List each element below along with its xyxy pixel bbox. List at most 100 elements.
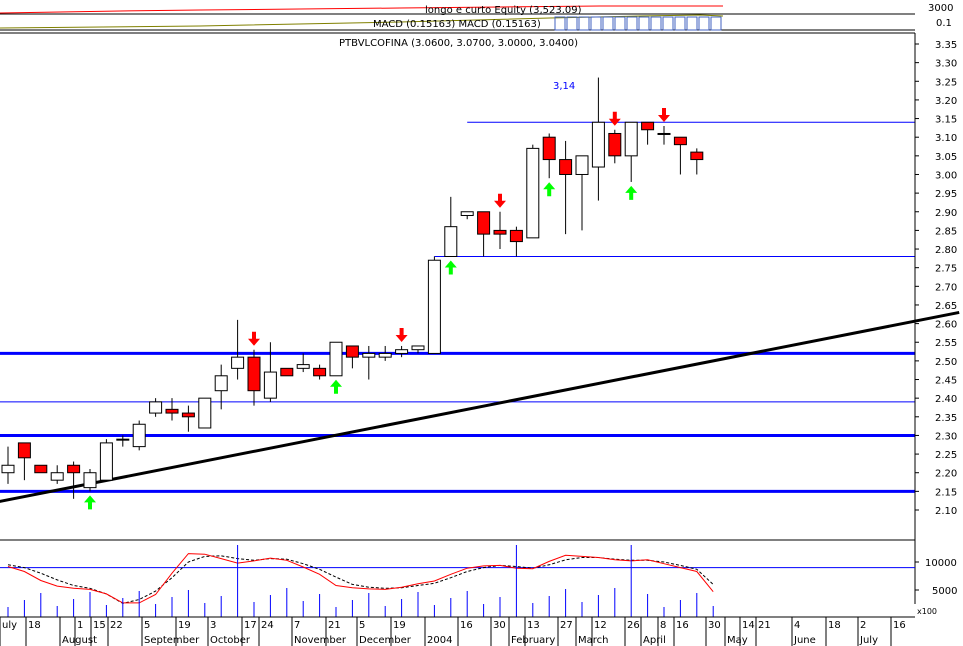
- price-axis-tick-label: 2.85: [935, 226, 957, 237]
- date-axis-tick-label: 30: [708, 620, 721, 631]
- candle-body-up: [132, 423, 146, 448]
- date-axis-tick-label: 5: [359, 620, 365, 631]
- date-axis-tick-label: 15: [93, 620, 106, 631]
- equity-axis-tick: 3000: [928, 3, 953, 14]
- candle-body-down: [181, 412, 195, 418]
- date-axis-tick-label: 18: [28, 620, 41, 631]
- price-axis-tick-label: 2.25: [935, 450, 957, 461]
- macd-histogram: [554, 16, 722, 31]
- candle-body-up: [575, 155, 589, 175]
- indicator-axis: 10000 5000: [915, 558, 957, 597]
- candle-body-down: [509, 229, 523, 243]
- candle-body-up: [444, 226, 458, 257]
- candle-body-up: [149, 401, 163, 414]
- candlesticks: [1, 77, 704, 499]
- price-axis-tick-label: 2.65: [935, 301, 957, 312]
- price-axis-tick-label: 2.15: [935, 487, 957, 498]
- price-axis-tick-label: 3.10: [935, 133, 957, 144]
- candle-body-up: [624, 121, 638, 157]
- date-axis-tick-label: 12: [594, 620, 607, 631]
- buy-signal-arrow: [84, 495, 96, 510]
- price-axis-tick-label: 3.30: [935, 59, 957, 70]
- candle-body-up: [378, 352, 392, 358]
- date-axis-tick-label: October: [210, 635, 251, 646]
- candle-body-up: [50, 472, 64, 481]
- candle-body-up: [263, 371, 277, 399]
- buy-signal-arrow: [444, 260, 457, 275]
- date-axis-tick-label: June: [793, 635, 816, 646]
- price-axis-tick-label: 2.35: [935, 413, 957, 424]
- macd-histogram-bar: [710, 16, 722, 31]
- equity-label: longo e curto Equity (3,523.09): [425, 5, 582, 16]
- candle-body-up: [362, 352, 376, 358]
- date-axis-tick-label: 4: [794, 620, 800, 631]
- date-axis-tick-label: November: [294, 635, 347, 646]
- date-axis-tick-label: 18: [828, 620, 841, 631]
- resistance-level-label: 3,14: [553, 81, 575, 92]
- candle-body-up: [460, 211, 474, 216]
- date-axis-tick-label: 2: [860, 620, 866, 631]
- price-axis-tick-label: 2.55: [935, 338, 957, 349]
- price-axis-tick-label: 2.20: [935, 469, 957, 480]
- price-axis: 3.35 3.30 3.25 3.20 3.15 3.10 3.05 3.00 2.95 2.90…: [915, 40, 957, 517]
- buy-signal-arrow: [625, 185, 638, 200]
- equity-macd-strip: longo e curto Equity (3,523.09) MACD (0.…: [0, 3, 953, 34]
- macd-histogram-bar: [650, 16, 662, 31]
- date-axis-tick-label: 16: [893, 620, 906, 631]
- date-axis-tick-label: uly: [2, 620, 17, 631]
- date-axis-tick-label: 2004: [427, 635, 452, 646]
- candle-body-down: [247, 356, 261, 392]
- candle-body-up: [591, 121, 605, 168]
- date-axis-tick-label: 7: [294, 620, 300, 631]
- price-axis-tick-label: 3.25: [935, 77, 957, 88]
- indicator-axis-tick-label: 10000: [925, 558, 957, 569]
- horizontal-levels: [0, 121, 915, 493]
- date-axis-tick-label: 21: [758, 620, 771, 631]
- macd-line: [0, 14, 724, 29]
- candle-body-down: [67, 464, 81, 474]
- indicator-axis-tick-label: 5000: [932, 586, 957, 597]
- indicator-panel: [0, 545, 915, 617]
- macd-histogram-bar: [662, 16, 674, 31]
- date-axis-tick-label: 16: [460, 620, 473, 631]
- trendline: [0, 310, 960, 503]
- date-axis-tick-label: July: [859, 635, 878, 646]
- sell-signal-arrow: [658, 108, 670, 123]
- macd-histogram-bar: [614, 16, 626, 31]
- date-axis-tick-label: 1: [77, 620, 83, 631]
- macd-histogram-bar: [626, 16, 638, 31]
- price-axis-tick-label: 3.05: [935, 152, 957, 163]
- date-axis-tick-label: August: [62, 635, 97, 646]
- price-axis-tick-label: 2.90: [935, 208, 957, 219]
- candle-body-up: [411, 345, 425, 351]
- price-axis-tick-label: 3.00: [935, 170, 957, 181]
- candle-body-up: [198, 397, 212, 429]
- price-axis-tick-label: 2.40: [935, 394, 957, 405]
- candle-body-up: [231, 356, 245, 369]
- candle-body-up: [427, 259, 441, 354]
- sell-signal-arrow: [248, 331, 260, 346]
- macd-histogram-bar: [566, 16, 578, 31]
- date-axis-tick-label: 16: [676, 620, 689, 631]
- date-axis-tick-label: April: [643, 635, 666, 646]
- candle-body-up: [116, 438, 130, 441]
- candle-body-down: [690, 151, 704, 161]
- candle-body-down: [542, 136, 556, 161]
- macd-histogram-bar: [578, 16, 590, 31]
- date-axis-tick-label: 14: [742, 620, 755, 631]
- price-axis-tick-label: 3.20: [935, 96, 957, 107]
- macd-axis-tick: 0.1: [936, 18, 952, 29]
- date-axis-tick-label: 24: [261, 620, 274, 631]
- price-axis-tick-label: 2.95: [935, 189, 957, 200]
- buy-signal-arrow: [330, 379, 342, 394]
- candle-body-up: [395, 349, 409, 354]
- macd-histogram-bar: [698, 16, 710, 31]
- date-axis-tick-label: 17: [244, 620, 257, 631]
- price-axis-tick-label: 3.15: [935, 115, 957, 126]
- candle-body-down: [280, 367, 294, 377]
- date-axis-tick-label: 13: [527, 620, 540, 631]
- candle-body-up: [99, 442, 113, 481]
